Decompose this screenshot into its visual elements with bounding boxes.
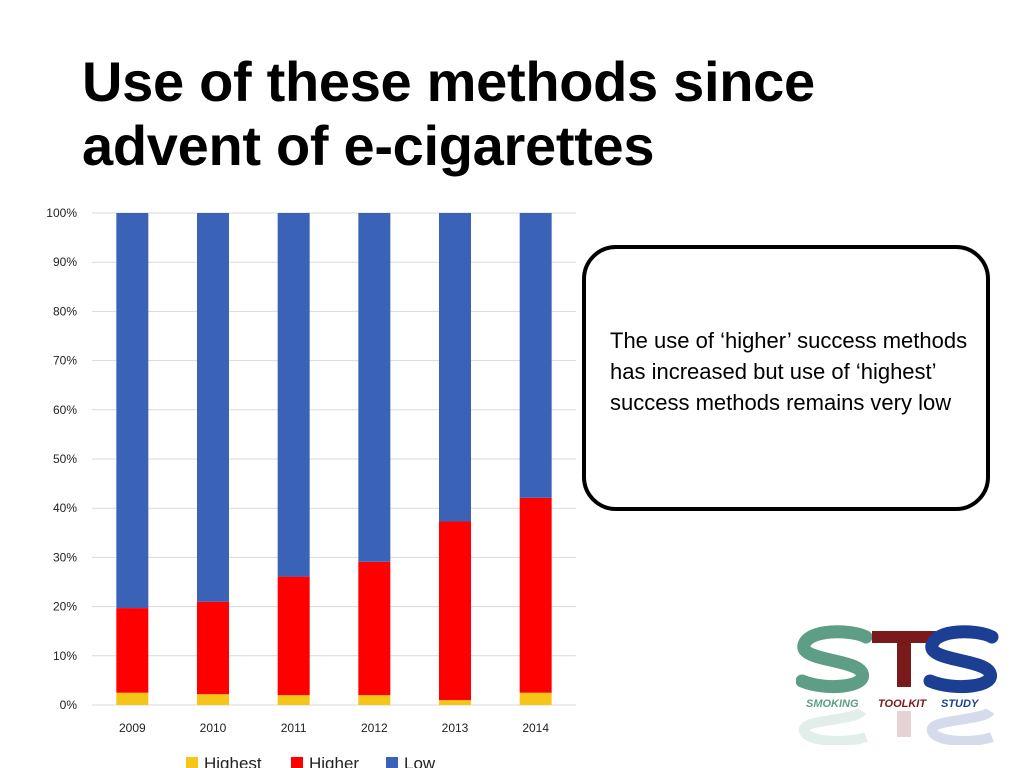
y-tick-label: 80%	[53, 304, 77, 318]
legend-swatch-highest	[186, 757, 198, 768]
legend-swatch-low	[386, 757, 398, 768]
chart-legend: Highest Higher Low	[186, 754, 436, 768]
bar-highest-2010	[197, 694, 229, 705]
legend-label-higher: Higher	[309, 754, 359, 768]
bar-higher-2010	[197, 601, 229, 695]
y-tick-label: 60%	[53, 403, 77, 417]
legend-label-highest: Highest	[204, 754, 262, 768]
y-tick-label: 0%	[60, 698, 78, 712]
logo-word-toolkit: TOOLKIT	[878, 698, 927, 710]
bar-highest-2013	[439, 700, 471, 705]
x-tick-label: 2011	[281, 721, 307, 735]
x-tick-label: 2012	[361, 721, 388, 735]
bar-low-2010	[197, 213, 229, 602]
logo-s1	[796, 625, 873, 694]
x-tick-label: 2014	[522, 721, 549, 735]
x-tick-label: 2010	[200, 721, 227, 735]
bar-highest-2014	[519, 692, 552, 705]
y-tick-label: 100%	[46, 206, 77, 220]
y-tick-label: 70%	[53, 354, 77, 368]
logo-s2	[923, 625, 999, 694]
bar-low-2013	[439, 213, 471, 522]
bar-higher-2009	[116, 608, 149, 693]
logo-word-smoking: SMOKING	[806, 698, 859, 710]
bar-higher-2012	[358, 561, 391, 696]
callout-box: The use of ‘higher’ success methods has …	[582, 245, 990, 511]
logo-t-stem	[897, 631, 911, 687]
callout-text: The use of ‘higher’ success methods has …	[610, 328, 968, 415]
bar-highest-2011	[277, 695, 310, 705]
y-tick-label: 90%	[53, 255, 77, 269]
sts-logo: SMOKING TOOLKIT STUDY	[796, 625, 999, 745]
y-tick-label: 30%	[53, 550, 77, 564]
bar-highest-2009	[116, 692, 149, 705]
chart-bars	[116, 213, 552, 705]
bar-low-2012	[358, 213, 391, 562]
logo-word-study: STUDY	[941, 698, 980, 710]
bar-low-2014	[519, 213, 552, 498]
bar-low-2009	[116, 213, 149, 609]
y-tick-label: 10%	[53, 649, 77, 663]
x-tick-label: 2009	[119, 721, 146, 735]
logo-reflection	[799, 707, 995, 745]
chart-gridlines	[92, 212, 576, 706]
bar-highest-2012	[358, 695, 391, 705]
bar-low-2011	[277, 213, 310, 577]
legend-label-low: Low	[404, 754, 436, 768]
bar-higher-2011	[277, 576, 310, 696]
y-axis-ticks: 0% 10% 20% 30% 40% 50% 60% 70% 80% 90% 100%	[46, 206, 77, 712]
bar-higher-2014	[519, 497, 552, 693]
y-tick-label: 50%	[53, 452, 77, 466]
stacked-bar-chart: 0%10%20%30%40%50%60%70%80%90%100% 2009 20…	[46, 206, 576, 768]
y-tick-label: 40%	[53, 501, 77, 515]
x-tick-label: 2013	[442, 721, 469, 735]
y-tick-label: 20%	[53, 600, 77, 614]
x-axis-ticks: 2009 2010 2011 2012 2013 2014	[119, 721, 549, 735]
slide-title: Use of these methods since advent of e-c…	[82, 50, 815, 177]
bar-higher-2013	[439, 521, 471, 701]
legend-swatch-higher	[291, 757, 303, 768]
logo-letters	[796, 625, 999, 694]
